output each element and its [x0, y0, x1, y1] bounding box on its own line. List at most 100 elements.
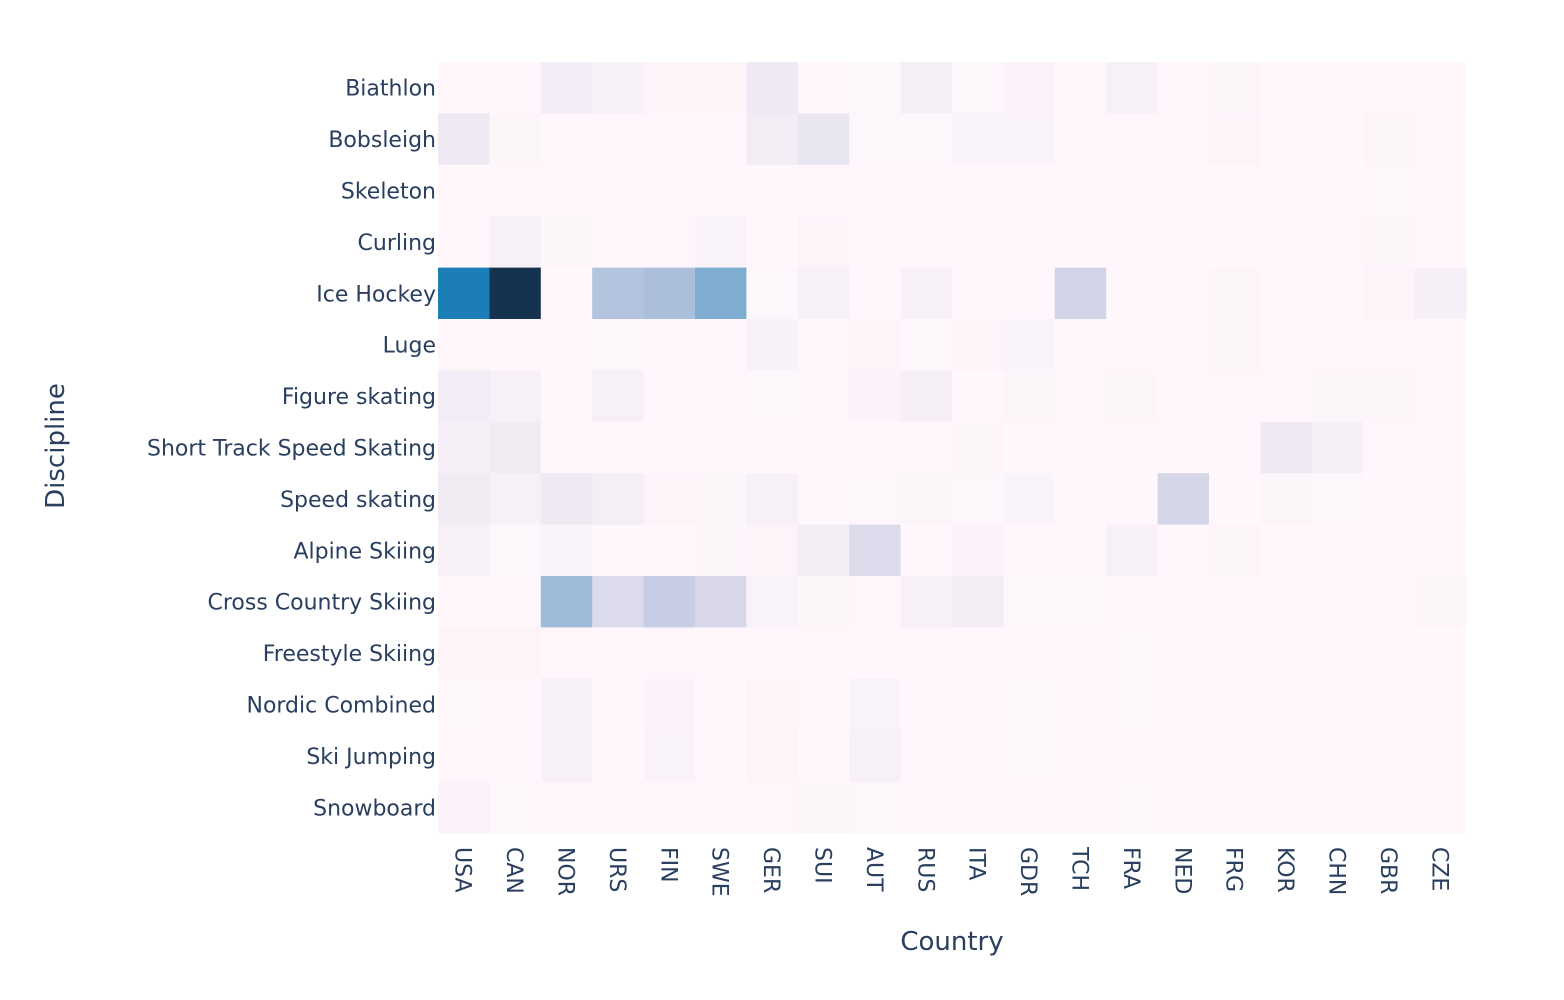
heatmap-cell [1209, 370, 1261, 423]
heatmap-cell [438, 421, 490, 474]
x-tick-label: GER [758, 847, 783, 893]
y-tick-label: Short Track Speed Skating [147, 437, 436, 462]
heatmap-cell [438, 113, 490, 166]
heatmap-cell [1003, 62, 1056, 114]
heatmap-cell [952, 267, 1004, 320]
y-tick-label: Luge [383, 334, 436, 359]
heatmap-cell [797, 576, 850, 628]
heatmap-cell [1157, 370, 1210, 423]
heatmap-cells [438, 62, 1467, 834]
heatmap-cell [900, 370, 953, 423]
heatmap-cell [438, 267, 490, 320]
heatmap-cell [643, 113, 696, 166]
heatmap-cell [540, 370, 593, 423]
heatmap-cell [952, 319, 1004, 371]
heatmap-cell [489, 576, 542, 628]
heatmap-cell [1363, 473, 1416, 526]
heatmap-cell [1003, 473, 1056, 526]
y-axis-title: Discipline [41, 383, 71, 509]
heatmap-cell [746, 216, 799, 269]
heatmap-cell [489, 370, 542, 423]
y-tick-label: Figure skating [282, 385, 436, 410]
heatmap-cell [797, 524, 850, 577]
heatmap-cell [1414, 678, 1467, 731]
heatmap-cell [1106, 216, 1159, 269]
heatmap-cell [643, 781, 696, 834]
heatmap-cell [643, 524, 696, 577]
heatmap-cell [540, 524, 593, 577]
heatmap-cell [1363, 164, 1416, 217]
heatmap-cell [797, 421, 850, 474]
heatmap-cell [1157, 267, 1210, 320]
heatmap-cell [1054, 421, 1107, 474]
heatmap-cell [900, 730, 953, 783]
heatmap-cell [695, 730, 747, 783]
x-tick-label: GBR [1375, 847, 1400, 894]
heatmap-cell [1311, 421, 1364, 474]
heatmap-cell [438, 524, 490, 577]
y-tick-label: Curling [358, 231, 436, 256]
heatmap-cell [1003, 113, 1056, 166]
heatmap-cell [1003, 370, 1056, 423]
heatmap-cell [1157, 62, 1210, 114]
heatmap-cell [540, 576, 593, 628]
heatmap-cell [1311, 524, 1364, 577]
heatmap-cell [849, 164, 902, 217]
heatmap-cell [952, 781, 1004, 834]
heatmap-cell [1260, 62, 1313, 114]
heatmap-cell [900, 781, 953, 834]
heatmap-cell [540, 164, 593, 217]
heatmap-cell [1106, 781, 1159, 834]
heatmap-cell [1414, 113, 1467, 166]
heatmap-cell [1260, 267, 1313, 320]
heatmap-cell [592, 524, 645, 577]
x-tick-label: GDR [1015, 847, 1040, 896]
heatmap-cell [540, 781, 593, 834]
heatmap-cell [1363, 370, 1416, 423]
heatmap-cell [1311, 730, 1364, 783]
y-tick-label: Skeleton [341, 180, 436, 205]
heatmap-cell [1209, 216, 1261, 269]
heatmap-cell [592, 164, 645, 217]
heatmap-cell [746, 524, 799, 577]
heatmap-cell [1414, 267, 1467, 320]
heatmap-cell [1311, 678, 1364, 731]
heatmap-cell [540, 113, 593, 166]
y-tick-label: Nordic Combined [246, 694, 436, 719]
x-tick-label: CZE [1426, 847, 1451, 891]
heatmap-cell [1311, 164, 1364, 217]
heatmap-cell [1311, 627, 1364, 680]
heatmap-cell [489, 113, 542, 166]
heatmap-cell [1003, 267, 1056, 320]
heatmap-cell [797, 62, 850, 114]
heatmap-cell [1311, 370, 1364, 423]
heatmap-cell [643, 473, 696, 526]
heatmap-cell [1003, 678, 1056, 731]
heatmap-cell [592, 576, 645, 628]
heatmap-cell [695, 164, 747, 217]
heatmap-cell [1157, 781, 1210, 834]
heatmap-cell [1157, 164, 1210, 217]
heatmap-cell [900, 576, 953, 628]
heatmap-cell [1209, 473, 1261, 526]
heatmap-cell [1003, 730, 1056, 783]
heatmap-cell [489, 781, 542, 834]
heatmap-cell [1363, 62, 1416, 114]
heatmap-cell [1260, 524, 1313, 577]
x-tick-label: SUI [810, 847, 835, 884]
x-tick-label: CHN [1324, 847, 1349, 895]
y-tick-label: Ice Hockey [316, 282, 436, 307]
heatmap-cell [695, 421, 747, 474]
x-tick-label: NOR [553, 847, 578, 896]
heatmap-cell [540, 62, 593, 114]
heatmap-cell [643, 267, 696, 320]
heatmap-cell [849, 627, 902, 680]
heatmap-cell [1363, 524, 1416, 577]
heatmap-cell [952, 627, 1004, 680]
heatmap-cell [797, 370, 850, 423]
heatmap-cell [489, 62, 542, 114]
heatmap-cell [592, 473, 645, 526]
heatmap-cell [1106, 164, 1159, 217]
